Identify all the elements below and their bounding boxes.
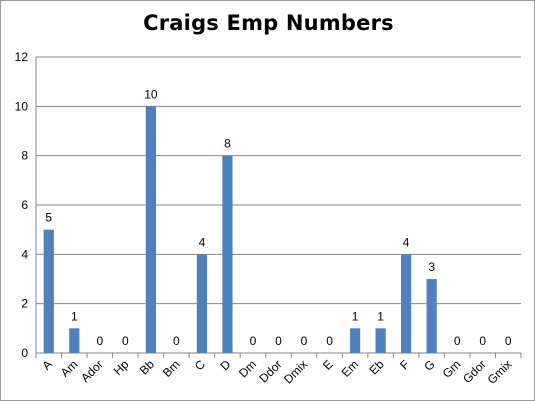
bar (375, 328, 386, 353)
y-tick-label: 10 (15, 99, 29, 113)
category-label: Em (339, 357, 362, 380)
data-label: 1 (71, 309, 78, 323)
data-label: 5 (45, 211, 52, 225)
data-label: 4 (199, 235, 206, 249)
category-label: Gdor (460, 357, 489, 386)
y-tick-label: 4 (21, 247, 28, 261)
data-label: 0 (301, 334, 308, 348)
category-label: G (421, 357, 438, 374)
data-label: 4 (403, 235, 410, 249)
category-label: Hp (111, 357, 132, 378)
data-label: 0 (454, 334, 461, 348)
bar (43, 229, 54, 353)
data-label: 0 (275, 334, 282, 348)
y-tick-label: 8 (21, 149, 28, 163)
y-tick-label: 2 (21, 297, 28, 311)
data-label: 3 (428, 260, 435, 274)
category-label: Bm (160, 357, 183, 380)
data-label: 0 (250, 334, 257, 348)
category-label: Gm (440, 357, 464, 381)
y-tick-label: 12 (15, 50, 29, 64)
data-label: 0 (173, 334, 180, 348)
category-label: Bb (137, 357, 158, 378)
y-tick-label: 6 (21, 198, 28, 212)
category-label: C (192, 357, 208, 373)
category-label: Dm (236, 357, 259, 380)
category-label: Ddor (256, 357, 284, 385)
data-label: 10 (144, 87, 158, 101)
data-label: 0 (96, 334, 103, 348)
bar (349, 328, 361, 353)
category-label: F (397, 357, 412, 372)
data-label: 0 (479, 334, 486, 348)
category-label: Am (58, 357, 81, 380)
bar (145, 106, 156, 353)
bar (196, 254, 208, 353)
category-label: A (39, 357, 55, 373)
data-label: 0 (122, 334, 129, 348)
category-label: Ador (78, 357, 106, 385)
chart-title: Craigs Emp Numbers (143, 11, 394, 35)
data-label: 8 (224, 137, 231, 151)
category-label: Dmix (281, 357, 310, 386)
category-label: E (320, 357, 336, 373)
data-label: 0 (505, 334, 512, 348)
bar (222, 155, 233, 353)
category-label: Eb (366, 357, 387, 378)
bar (426, 279, 437, 353)
y-tick-label: 0 (21, 346, 28, 360)
category-label: Gmix (485, 357, 515, 387)
bar (69, 328, 80, 353)
data-label: 1 (352, 309, 359, 323)
data-label: 1 (377, 309, 384, 323)
category-label: D (218, 357, 234, 373)
data-label: 0 (326, 334, 333, 348)
bar (401, 254, 412, 353)
